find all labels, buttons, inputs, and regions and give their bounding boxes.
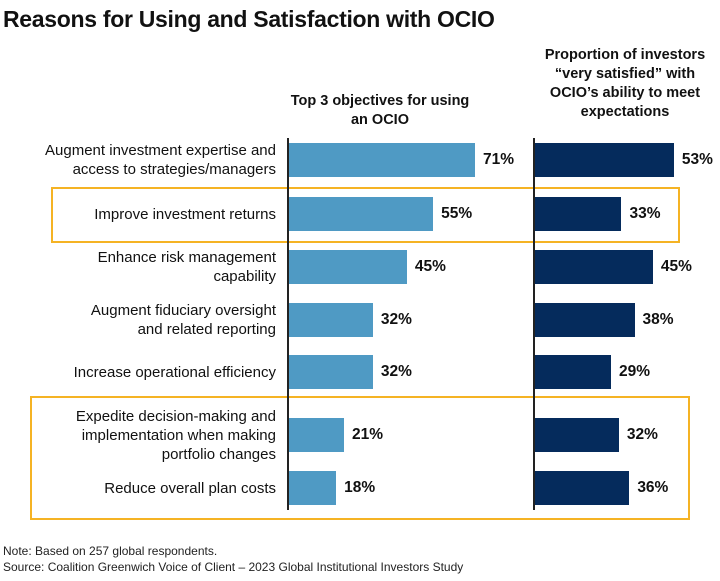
footnote: Note: Based on 257 global respondents. [3, 544, 218, 558]
data-label: 32% [626, 426, 658, 443]
category-label: Reduce overall plan costs [104, 479, 276, 497]
chart-title: Reasons for Using and Satisfaction with … [3, 6, 495, 32]
highlight-box-returns [51, 187, 680, 243]
bar-satisfaction [535, 250, 653, 284]
data-label: 33% [629, 205, 661, 222]
bar-objectives [289, 303, 373, 337]
bar-satisfaction [535, 355, 611, 389]
highlight-box-decisions-costs [30, 396, 690, 520]
data-label: 29% [618, 363, 650, 380]
data-label: 18% [344, 479, 376, 496]
bar-objectives [289, 250, 407, 284]
data-label: 32% [380, 311, 412, 328]
bar-satisfaction [535, 143, 674, 177]
bar-satisfaction [535, 471, 630, 505]
axis-line-right [533, 138, 535, 510]
data-label: 71% [483, 151, 515, 168]
source: Source: Coalition Greenwich Voice of Cli… [3, 560, 464, 574]
data-label: 32% [380, 363, 412, 380]
series-header-objectives: Top 3 objectives for using an OCIO [290, 93, 470, 128]
category-label: Improve investment returns [94, 205, 276, 223]
data-label: 38% [642, 311, 674, 328]
category-label: Increase operational efficiency [73, 363, 276, 381]
category-label: Expedite decision-making and implementati… [75, 407, 276, 463]
bar-objectives [289, 355, 373, 389]
data-label: 45% [414, 258, 446, 275]
data-label: 53% [681, 151, 713, 168]
bar-objectives [289, 197, 434, 231]
bar-objectives [289, 418, 345, 452]
bar-objectives [289, 143, 476, 177]
bar-satisfaction [535, 303, 635, 337]
data-label: 55% [441, 205, 473, 222]
category-label: Augment investment expertise and access t… [45, 142, 276, 178]
category-label: Augment fiduciary oversight and related r… [90, 302, 276, 338]
data-label: 36% [637, 479, 669, 496]
category-label: Enhance risk management capability [97, 249, 276, 285]
series-header-satisfaction: Proportion of investors “very satisfied”… [544, 47, 706, 120]
bar-satisfaction [535, 418, 619, 452]
bar-objectives [289, 471, 337, 505]
bar-satisfaction [535, 197, 622, 231]
axis-line-left [287, 138, 289, 510]
data-label: 45% [660, 258, 692, 275]
data-label: 21% [352, 426, 384, 443]
